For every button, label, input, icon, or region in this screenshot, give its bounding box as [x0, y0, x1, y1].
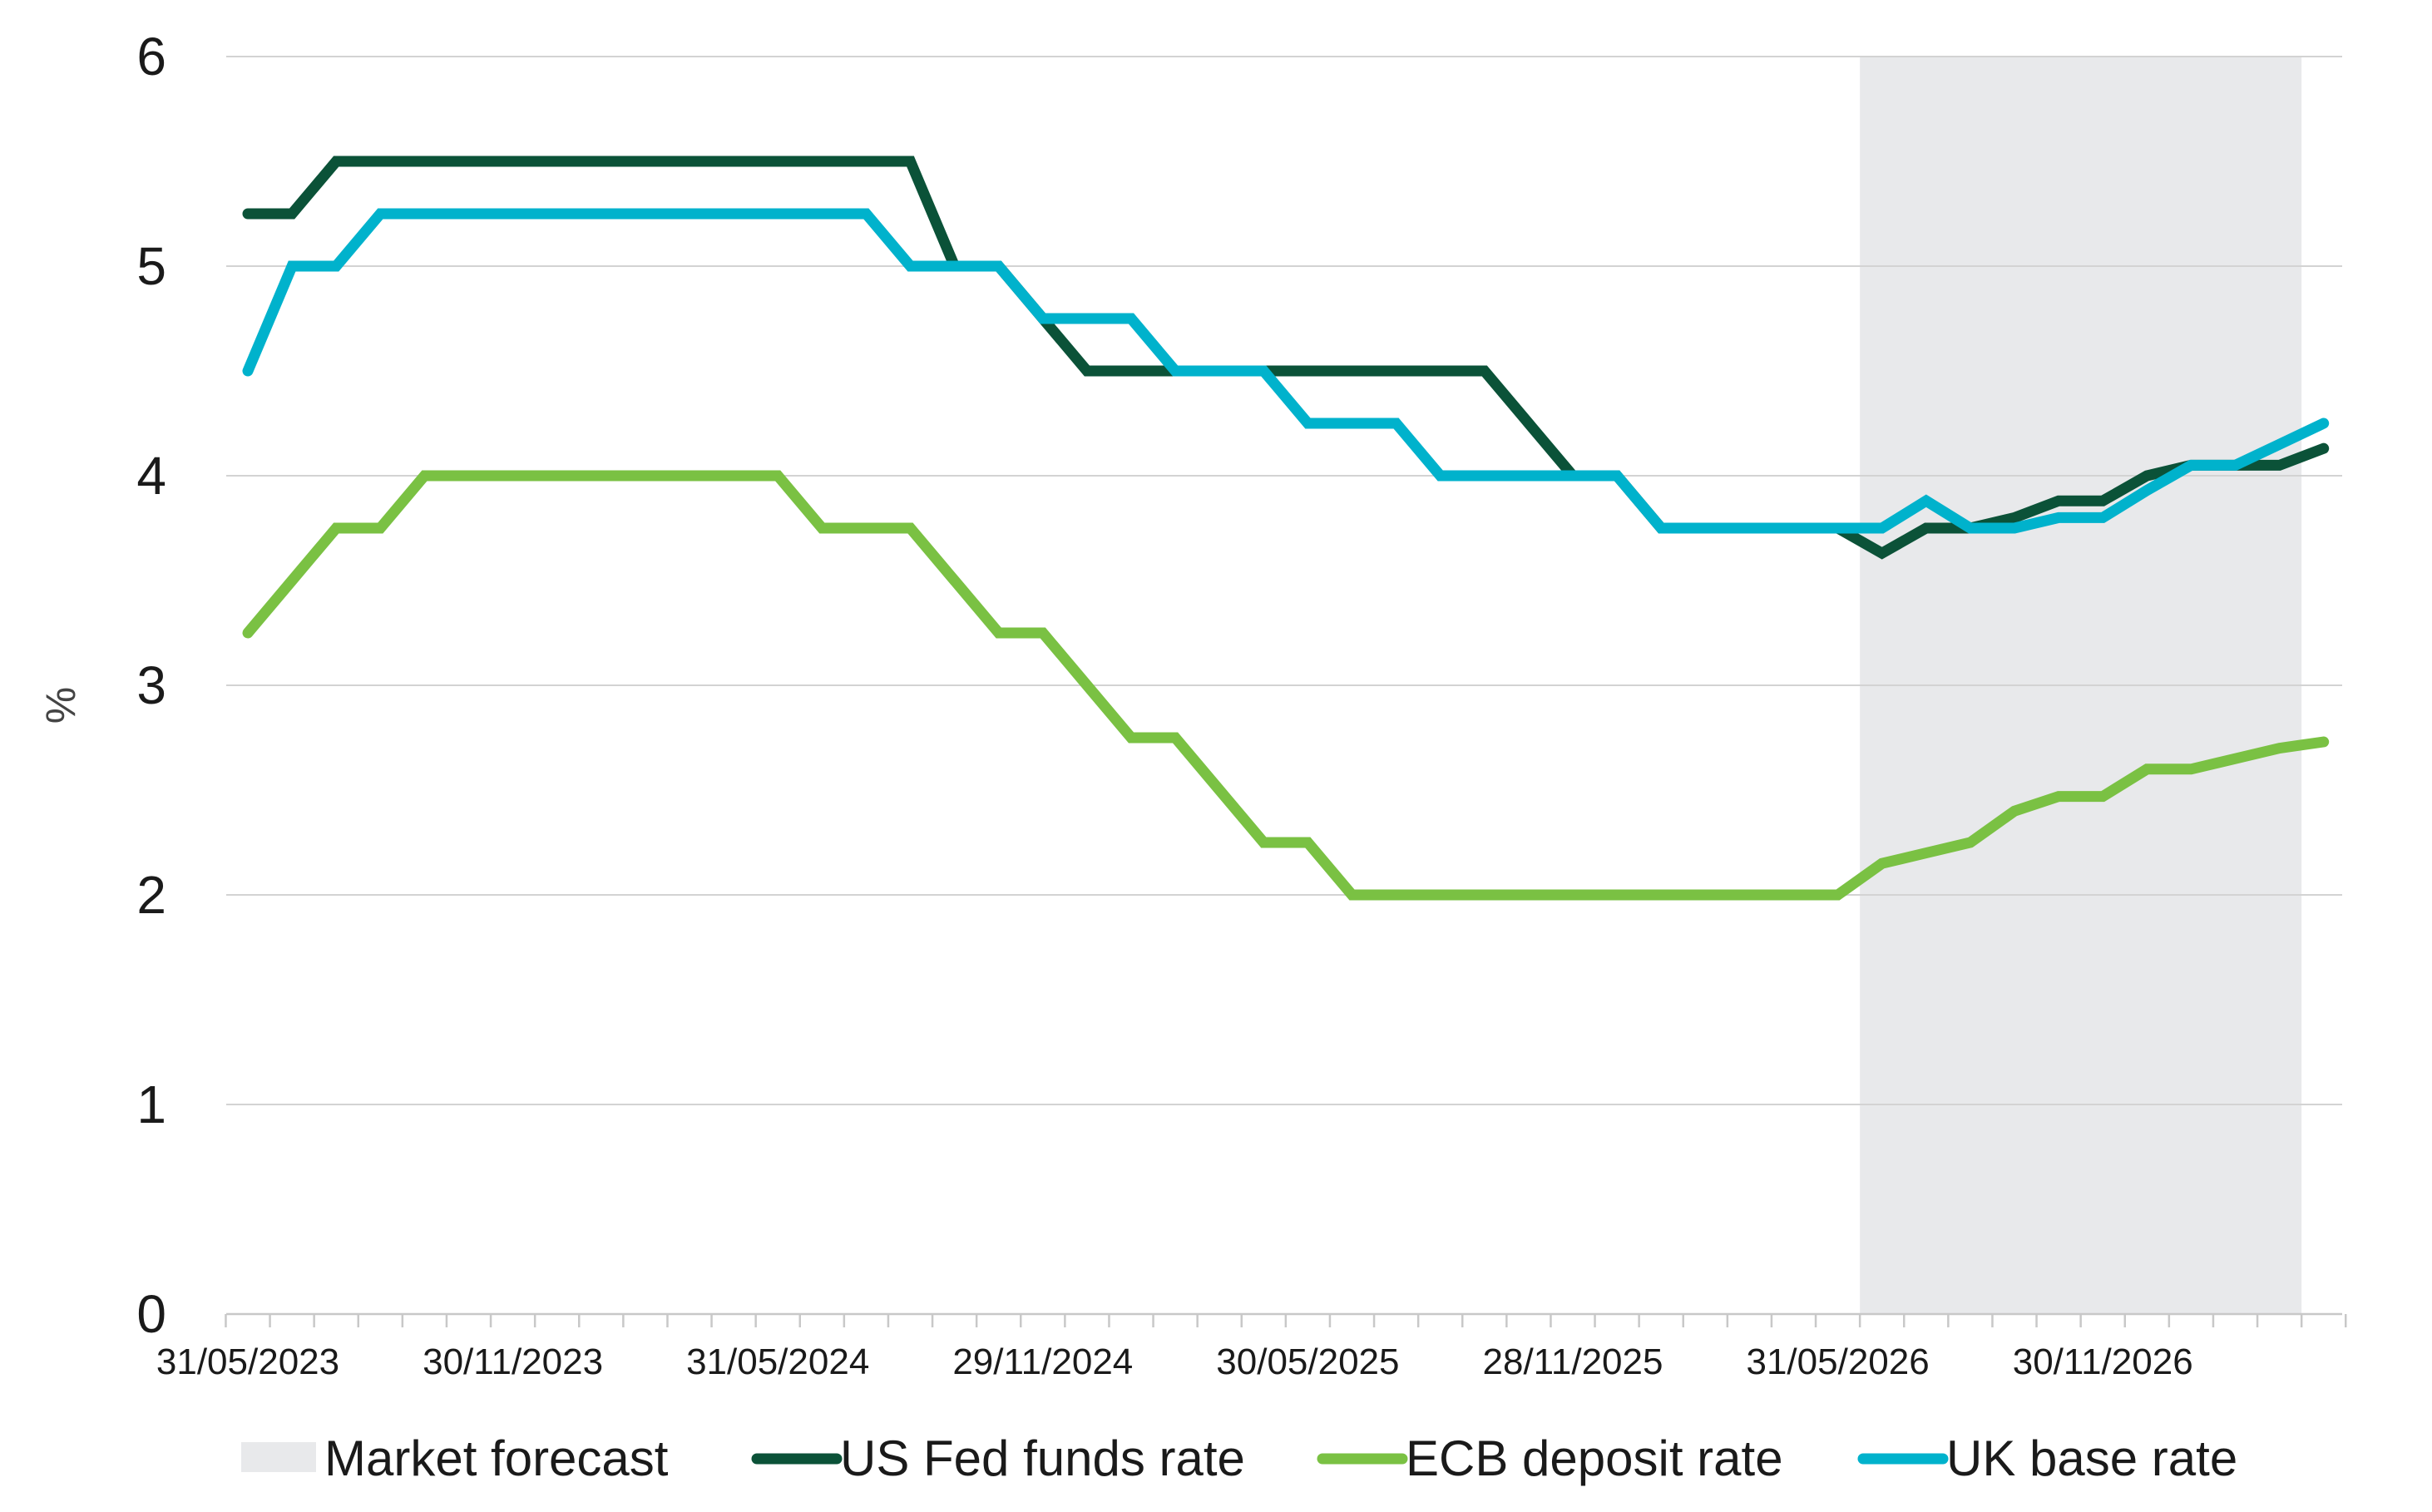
x-tick-label: 29/11/2024	[952, 1342, 1133, 1382]
legend-label: UK base rate	[1946, 1430, 2237, 1486]
legend-swatch	[241, 1442, 316, 1472]
x-tick-label: 30/11/2026	[2013, 1342, 2193, 1382]
y-tick-label: 4	[136, 446, 166, 506]
series-line	[242, 208, 2330, 534]
y-tick-label: 3	[136, 655, 166, 715]
x-tick-label: 31/05/2024	[686, 1342, 869, 1382]
y-axis-label: %	[37, 687, 84, 724]
y-tick-label: 5	[136, 236, 166, 296]
y-tick-label: 0	[136, 1284, 166, 1344]
legend-label: Market forecast	[324, 1430, 669, 1486]
y-tick-label: 1	[136, 1075, 166, 1134]
y-axis-ticks: 0 1 2 3 4 5 6	[136, 27, 166, 1344]
x-tick-label: 31/05/2026	[1746, 1342, 1929, 1382]
legend-label: ECB deposit rate	[1406, 1430, 1783, 1486]
x-tick-label: 30/05/2025	[1216, 1342, 1399, 1382]
legend: Market forecast US Fed funds rate ECB depo…	[241, 1430, 2237, 1486]
x-tick-label: 30/11/2023	[423, 1342, 603, 1382]
x-axis: 31/05/2023 30/11/2023 31/05/2024 29/11/2024…	[156, 1312, 2347, 1382]
x-tick-label: 31/05/2023	[156, 1342, 339, 1382]
series-lines	[242, 156, 2330, 901]
x-tick-label: 28/11/2025	[1483, 1342, 1663, 1382]
legend-label: US Fed funds rate	[840, 1430, 1245, 1486]
y-tick-label: 6	[136, 27, 166, 86]
series-line	[242, 470, 2330, 901]
y-tick-label: 2	[136, 865, 166, 925]
